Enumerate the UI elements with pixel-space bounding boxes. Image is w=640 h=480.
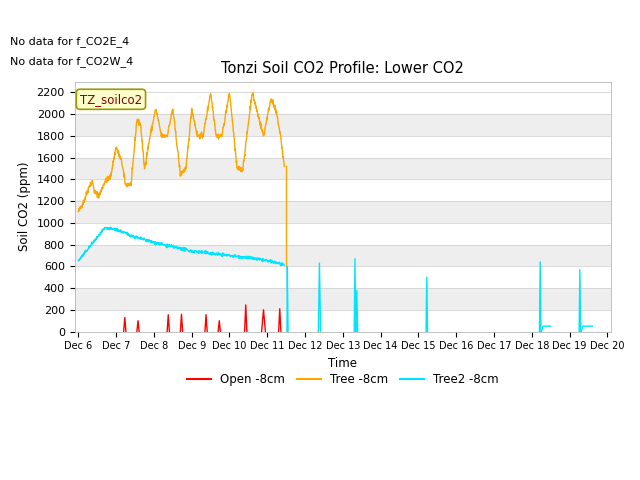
Bar (74, 136, 611, 157)
Bar (74, 201, 611, 223)
Bar (74, 93, 611, 114)
Bar (74, 157, 611, 180)
X-axis label: Time: Time (328, 357, 357, 370)
Bar (74, 266, 611, 288)
Legend: Open -8cm, Tree -8cm, Tree2 -8cm: Open -8cm, Tree -8cm, Tree2 -8cm (182, 368, 503, 391)
Y-axis label: Soil CO2 (ppm): Soil CO2 (ppm) (18, 162, 31, 252)
Bar (74, 245, 611, 266)
Title: Tonzi Soil CO2 Profile: Lower CO2: Tonzi Soil CO2 Profile: Lower CO2 (221, 61, 464, 76)
Text: No data for f_CO2E_4: No data for f_CO2E_4 (10, 36, 129, 48)
Text: No data for f_CO2W_4: No data for f_CO2W_4 (10, 57, 133, 67)
Bar (74, 288, 611, 310)
Bar (74, 114, 611, 136)
Bar (74, 310, 611, 332)
Bar (74, 223, 611, 245)
Bar (74, 180, 611, 201)
Text: TZ_soilco2: TZ_soilco2 (80, 93, 142, 106)
